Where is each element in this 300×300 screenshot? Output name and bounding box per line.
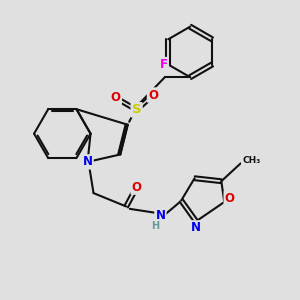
Text: O: O [132, 181, 142, 194]
Text: N: N [190, 221, 200, 234]
Text: CH₃: CH₃ [242, 157, 260, 166]
Text: O: O [225, 192, 235, 205]
Text: O: O [148, 88, 158, 101]
Text: N: N [82, 155, 93, 168]
Text: N: N [155, 209, 165, 222]
Text: S: S [132, 103, 141, 116]
Text: H: H [151, 221, 159, 231]
Text: F: F [160, 58, 168, 71]
Text: O: O [111, 92, 121, 104]
